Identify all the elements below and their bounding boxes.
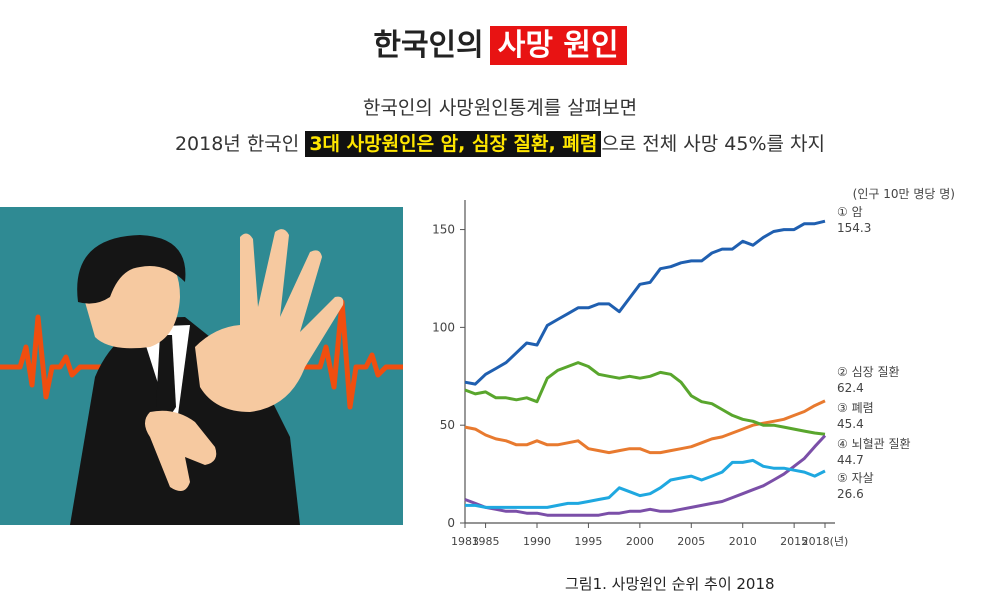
y-tick-label: 100 [432, 320, 455, 334]
y-tick-label: 50 [440, 418, 455, 432]
series-end-value-1: 154.3 [837, 221, 871, 235]
subtitle-line-2-suffix: 으로 전체 사망 45%를 차지 [601, 133, 826, 155]
subtitle-line-2-highlight: 3대 사망원인은 암, 심장 질환, 폐렴 [305, 131, 602, 157]
x-tick-label: 1995 [574, 535, 602, 548]
x-tick-label: 2000 [626, 535, 654, 548]
hair [77, 235, 186, 304]
chest-hand [145, 410, 217, 491]
series-name-label-5: ⑤ 자살 [837, 471, 874, 485]
x-tick-label: 2018(년) [802, 535, 849, 548]
series-line-2 [464, 399, 826, 455]
x-tick-label: 1985 [472, 535, 500, 548]
series-line-3 [464, 361, 826, 436]
x-tick-label: 2005 [677, 535, 705, 548]
subtitle-line-2: 2018년 한국인 3대 사망원인은 암, 심장 질환, 폐렴 으로 전체 사망 … [0, 130, 1000, 158]
page-title: 한국인의 사망 원인 [0, 22, 1000, 70]
series-line-5 [465, 458, 826, 509]
series-end-value-5: 26.6 [837, 487, 864, 501]
figure-caption: 그림1. 사망원인 순위 추이 2018 [565, 575, 775, 593]
pulse-line-left [0, 314, 110, 400]
raised-hand [195, 229, 344, 412]
x-tick-label: 1983 [451, 535, 479, 548]
pulse-line-right [300, 299, 403, 410]
series-end-value-4: 44.7 [837, 453, 864, 467]
x-tick-label: 1990 [523, 535, 551, 548]
x-tick-label: 2010 [729, 535, 757, 548]
series-name-label-3: ③ 폐렴 [837, 401, 874, 415]
title-highlight: 사망 원인 [489, 26, 627, 65]
series-name-label-4: ④ 뇌혈관 질환 [837, 437, 911, 451]
series-end-value-2: 62.4 [837, 381, 864, 395]
series-name-label-2: ② 심장 질환 [837, 365, 900, 379]
subtitle-line-2-prefix: 2018년 한국인 [174, 133, 300, 155]
subtitle-line-1: 한국인의 사망원인통계를 살펴보면 [362, 97, 638, 119]
series-end-value-3: 45.4 [837, 417, 864, 431]
x-tick-label: 2015 [780, 535, 808, 548]
y-tick-label: 150 [432, 223, 455, 237]
tie [156, 335, 176, 422]
series-name-label-1: ① 암 [837, 205, 863, 219]
series-line-1 [464, 219, 826, 386]
series-line-4 [464, 434, 827, 517]
heart-attack-person-icon [0, 229, 403, 525]
unit-label: (인구 10만 명당 명) [853, 187, 955, 201]
heart-attack-illustration [0, 207, 403, 525]
death-cause-chart: (인구 10만 명당 명) 0 50 100 150 1983 1985 1990 1995 20… [415, 180, 990, 560]
y-tick-label: 0 [447, 516, 455, 530]
title-prefix: 한국인의 [373, 28, 484, 63]
